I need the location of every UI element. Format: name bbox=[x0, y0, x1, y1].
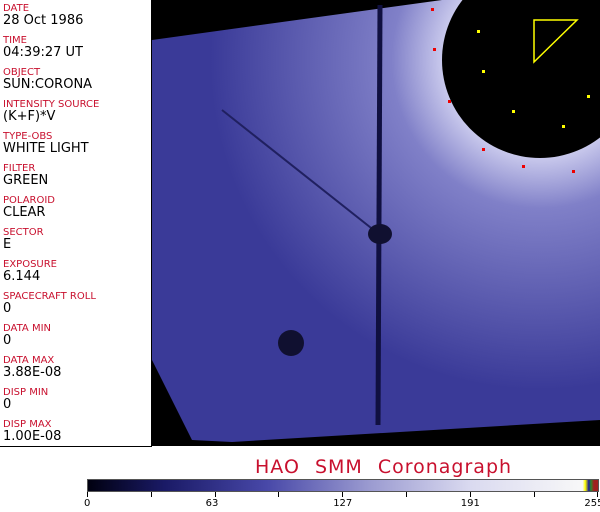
field-time: TIME 04:39:27 UT bbox=[3, 35, 83, 60]
sun-orientation-marker bbox=[533, 19, 579, 64]
field-label: DATA MIN bbox=[3, 323, 51, 334]
field-label: OBJECT bbox=[3, 67, 41, 78]
field-value: 28 Oct 1986 bbox=[3, 13, 84, 28]
field-value: 0 bbox=[3, 333, 12, 348]
colorbar-tick bbox=[469, 492, 471, 497]
colorbar-tick bbox=[406, 492, 407, 497]
colorbar-tick-label: 0 bbox=[84, 498, 91, 509]
field-sector: SECTOR E bbox=[3, 227, 44, 252]
field-data-min: DATA MIN 0 bbox=[3, 323, 51, 348]
field-polaroid: POLAROID CLEAR bbox=[3, 195, 55, 220]
field-label: SECTOR bbox=[3, 227, 44, 238]
field-label: DATE bbox=[3, 3, 30, 14]
occulting-disk bbox=[442, 0, 600, 158]
colorbar-tick bbox=[150, 492, 152, 497]
field-value: WHITE LIGHT bbox=[3, 141, 89, 156]
field-value: 3.88E-08 bbox=[3, 365, 62, 380]
field-value: 04:39:27 UT bbox=[3, 45, 83, 60]
coronagraph-image bbox=[152, 0, 600, 446]
field-value: 0 bbox=[3, 397, 12, 412]
instrument-title: HAO SMM Coronagraph bbox=[255, 456, 513, 478]
field-spacecraft-roll: SPACECRAFT ROLL 0 bbox=[3, 291, 96, 316]
colorbar-tick bbox=[533, 492, 535, 497]
field-data-max: DATA MAX 3.88E-08 bbox=[3, 355, 61, 380]
field-label: FILTER bbox=[3, 163, 36, 174]
field-disp-max: DISP MAX 1.00E-08 bbox=[3, 419, 61, 444]
field-value: CLEAR bbox=[3, 205, 46, 220]
field-disp-min: DISP MIN 0 bbox=[3, 387, 48, 412]
colorbar-tick bbox=[214, 492, 216, 497]
field-label: DISP MAX bbox=[3, 419, 52, 430]
field-intensity-source: INTENSITY SOURCE (K+F)*V bbox=[3, 99, 99, 124]
colorbar-tick bbox=[597, 492, 599, 497]
field-value: SUN:CORONA bbox=[3, 77, 93, 92]
color-bar bbox=[87, 479, 599, 492]
field-value: 6.144 bbox=[3, 269, 41, 284]
field-label: DATA MAX bbox=[3, 355, 55, 366]
field-label: TYPE-OBS bbox=[3, 131, 53, 142]
colorbar-tick bbox=[278, 492, 280, 497]
field-label: INTENSITY SOURCE bbox=[3, 99, 100, 110]
field-label: EXPOSURE bbox=[3, 259, 58, 270]
field-value: 1.00E-08 bbox=[3, 429, 62, 444]
field-type-obs: TYPE-OBS WHITE LIGHT bbox=[3, 131, 89, 156]
field-value: E bbox=[3, 237, 12, 252]
colorbar-tick-label: 191 bbox=[460, 498, 480, 509]
field-value: 0 bbox=[3, 301, 12, 316]
field-filter: FILTER GREEN bbox=[3, 163, 48, 188]
header-info-panel bbox=[0, 0, 152, 447]
colorbar-tick bbox=[87, 492, 88, 497]
colorbar-tick-label: 255 bbox=[584, 498, 600, 509]
field-exposure: EXPOSURE 6.144 bbox=[3, 259, 57, 284]
colorbar-tick-label: 63 bbox=[205, 498, 219, 509]
field-value: GREEN bbox=[3, 173, 49, 188]
field-date: DATE 28 Oct 1986 bbox=[3, 3, 83, 28]
field-label: DISP MIN bbox=[3, 387, 49, 398]
field-value: (K+F)*V bbox=[3, 109, 56, 124]
field-label: SPACECRAFT ROLL bbox=[3, 291, 96, 302]
field-label: TIME bbox=[3, 35, 28, 46]
colorbar-tick bbox=[342, 492, 344, 497]
field-object: OBJECT SUN:CORONA bbox=[3, 67, 92, 92]
occulter-pylon bbox=[375, 4, 383, 426]
colorbar-tick-label: 127 bbox=[333, 498, 353, 509]
field-label: POLAROID bbox=[3, 195, 56, 206]
